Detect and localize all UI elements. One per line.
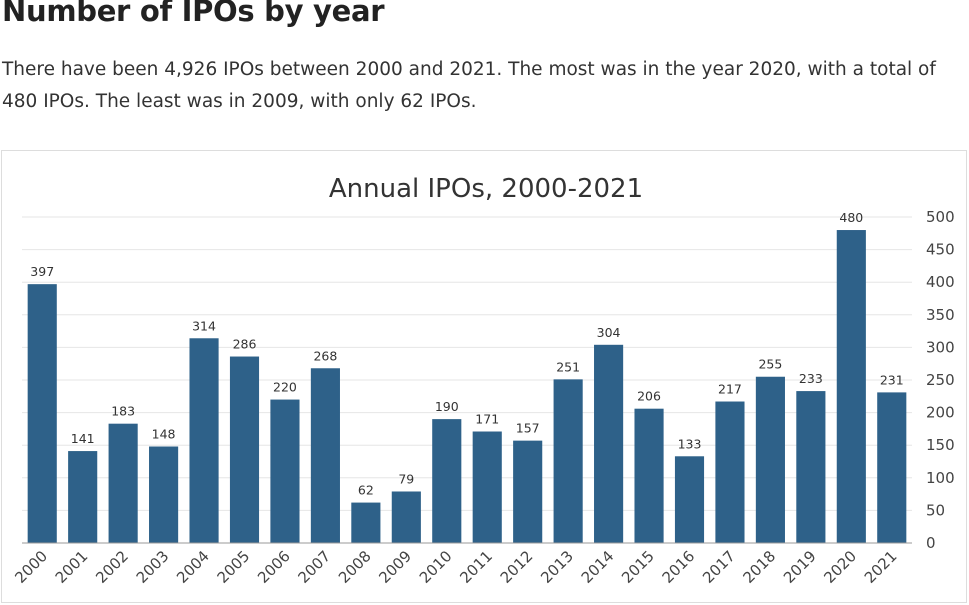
- bar: [594, 344, 624, 543]
- bars: [27, 230, 907, 543]
- bar: [634, 408, 664, 543]
- y-tick-label: 0: [926, 534, 936, 552]
- data-label: 231: [880, 372, 904, 387]
- data-label: 171: [475, 412, 499, 427]
- bar: [68, 451, 98, 543]
- data-label: 133: [678, 436, 702, 451]
- x-tick-label: 2007: [295, 547, 335, 587]
- data-label: 183: [111, 404, 135, 419]
- data-label: 217: [718, 382, 742, 397]
- x-tick-label: 2020: [820, 547, 860, 587]
- x-axis: 2000 2001 2002 2003 2004 2005 2006 2007 2008 2009…: [11, 542, 912, 587]
- x-tick-label: 2004: [173, 547, 213, 587]
- bar: [27, 284, 57, 543]
- data-label: 79: [398, 471, 414, 486]
- data-label: 304: [597, 325, 621, 340]
- data-label: 255: [758, 357, 782, 372]
- bar: [229, 356, 260, 543]
- x-tick-label: 2009: [375, 547, 415, 587]
- bar: [432, 419, 462, 543]
- y-tick-label: 100: [926, 469, 955, 487]
- bar: [715, 401, 745, 543]
- bar: [310, 368, 340, 543]
- data-label: 62: [358, 483, 374, 498]
- bar: [553, 379, 583, 543]
- bar: [149, 446, 179, 543]
- page-title: Number of IPOs by year: [2, 0, 385, 28]
- bar: [755, 376, 785, 543]
- x-tick-label: 2013: [537, 547, 577, 587]
- data-label: 233: [799, 371, 823, 386]
- x-tick-label: 2005: [214, 547, 254, 587]
- bar: [351, 502, 381, 543]
- x-tick-label: 2016: [659, 547, 699, 587]
- data-label: 206: [637, 389, 661, 404]
- data-label: 314: [192, 318, 216, 333]
- y-tick-label: 200: [926, 404, 955, 422]
- data-label: 220: [273, 380, 297, 395]
- x-tick-label: 2011: [456, 547, 496, 587]
- y-axis: 0 50 100 150 200 250 300 350 400 450 500: [926, 208, 955, 552]
- x-tick-label: 2014: [578, 547, 618, 587]
- bar: [877, 392, 907, 543]
- x-tick-label: 2010: [416, 547, 456, 587]
- bar: [472, 431, 502, 543]
- y-tick-label: 150: [926, 436, 955, 454]
- y-tick-label: 450: [926, 241, 955, 259]
- intro-paragraph: There have been 4,926 IPOs between 2000 …: [2, 59, 936, 112]
- bar: [270, 399, 300, 543]
- bar: [796, 391, 826, 543]
- y-tick-label: 500: [926, 208, 955, 226]
- x-tick-label: 2017: [699, 547, 739, 587]
- x-tick-label: 2019: [780, 547, 820, 587]
- data-label: 268: [313, 348, 337, 363]
- y-tick-label: 300: [926, 338, 955, 356]
- x-tick-label: 2018: [740, 547, 780, 587]
- bar: [189, 338, 219, 543]
- data-label: 397: [30, 264, 54, 279]
- x-tick-label: 2008: [335, 547, 375, 587]
- data-label: 141: [71, 431, 95, 446]
- x-tick-label: 2003: [133, 547, 173, 587]
- data-label: 251: [556, 359, 580, 374]
- y-tick-label: 400: [926, 273, 955, 291]
- data-label: 480: [839, 210, 863, 225]
- data-label: 286: [233, 337, 257, 352]
- x-tick-label: 2015: [618, 547, 658, 587]
- chart-title: Annual IPOs, 2000-2021: [329, 174, 643, 204]
- bar: [674, 456, 705, 543]
- x-tick-label: 2021: [861, 547, 901, 587]
- bar: [836, 230, 866, 543]
- data-label: 190: [435, 399, 459, 414]
- x-tick-label: 2012: [497, 547, 537, 587]
- bar-chart: Annual IPOs, 2000-2021 397 141 183 148 314 28…: [11, 174, 955, 587]
- y-tick-label: 350: [926, 306, 955, 324]
- x-tick-label: 2001: [52, 547, 92, 587]
- data-labels: 397 141 183 148 314 286 220 268 62 79 190 171 157 251…: [30, 210, 903, 498]
- chart-container: Annual IPOs, 2000-2021 397 141 183 148 314 28…: [1, 150, 967, 603]
- data-label: 148: [152, 427, 176, 442]
- x-tick-label: 2006: [254, 547, 294, 587]
- bar: [513, 440, 543, 543]
- y-tick-label: 250: [926, 371, 955, 389]
- bar: [108, 423, 138, 543]
- y-tick-label: 50: [926, 501, 945, 519]
- x-tick-label: 2000: [11, 547, 51, 587]
- x-tick-label: 2002: [92, 547, 132, 587]
- bar: [391, 491, 421, 543]
- data-label: 157: [516, 421, 540, 436]
